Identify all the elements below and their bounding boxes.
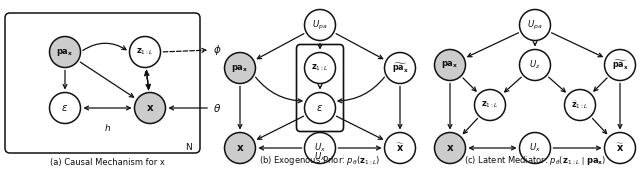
- Circle shape: [129, 37, 161, 67]
- Text: $U_{pa}$: $U_{pa}$: [312, 19, 328, 31]
- Circle shape: [385, 133, 415, 163]
- Circle shape: [225, 133, 255, 163]
- Circle shape: [605, 133, 636, 163]
- Text: $U_x$: $U_x$: [529, 142, 541, 154]
- Circle shape: [134, 93, 166, 124]
- Text: $U_z$: $U_z$: [529, 59, 541, 71]
- Text: N: N: [184, 143, 191, 152]
- Circle shape: [520, 133, 550, 163]
- Text: $U_{pa}$: $U_{pa}$: [527, 19, 543, 31]
- Text: $\epsilon$: $\epsilon$: [316, 103, 324, 113]
- Text: $\widetilde{\mathbf{pa}}_{\mathbf{x}}$: $\widetilde{\mathbf{pa}}_{\mathbf{x}}$: [612, 58, 628, 72]
- Text: (c) Latent Mediator: $p_{\theta}(\mathbf{z}_{1:L} \mid \mathbf{pa_x})$: (c) Latent Mediator: $p_{\theta}(\mathbf…: [464, 154, 606, 167]
- Circle shape: [385, 52, 415, 84]
- Circle shape: [605, 49, 636, 80]
- Circle shape: [305, 10, 335, 40]
- Text: $\theta$: $\theta$: [213, 102, 221, 114]
- Text: $\mathbf{pa_x}$: $\mathbf{pa_x}$: [56, 47, 74, 57]
- Text: $\widetilde{\mathbf{x}}$: $\widetilde{\mathbf{x}}$: [616, 142, 625, 154]
- Text: $\widetilde{\mathbf{x}}$: $\widetilde{\mathbf{x}}$: [396, 142, 404, 154]
- Circle shape: [305, 52, 335, 84]
- Text: $U_x$: $U_x$: [314, 151, 326, 163]
- Circle shape: [305, 133, 335, 163]
- Text: $\mathbf{x}$: $\mathbf{x}$: [236, 143, 244, 153]
- Text: $h$: $h$: [104, 122, 111, 133]
- Circle shape: [520, 10, 550, 40]
- Text: $\mathbf{x}$: $\mathbf{x}$: [445, 143, 454, 153]
- Text: $\mathbf{pa_x}$: $\mathbf{pa_x}$: [442, 60, 459, 71]
- Circle shape: [520, 49, 550, 80]
- Circle shape: [435, 49, 465, 80]
- Text: (a) Causal Mechanism for x: (a) Causal Mechanism for x: [49, 158, 164, 167]
- Circle shape: [225, 52, 255, 84]
- Text: $\mathbf{x}$: $\mathbf{x}$: [146, 103, 154, 113]
- Circle shape: [49, 93, 81, 124]
- Circle shape: [474, 89, 506, 121]
- Text: $\phi$: $\phi$: [213, 43, 221, 57]
- Text: $\mathbf{z}_{1:L}$: $\mathbf{z}_{1:L}$: [311, 63, 329, 73]
- Text: $\epsilon$: $\epsilon$: [61, 103, 68, 113]
- Text: (b) Exogenous Prior: $p_{\theta}(\mathbf{z}_{1:L})$: (b) Exogenous Prior: $p_{\theta}(\mathbf…: [259, 154, 381, 167]
- Text: $\widetilde{\mathbf{pa}}_{\mathbf{x}}$: $\widetilde{\mathbf{pa}}_{\mathbf{x}}$: [392, 61, 408, 75]
- Circle shape: [564, 89, 595, 121]
- Circle shape: [435, 133, 465, 163]
- Circle shape: [49, 37, 81, 67]
- Circle shape: [305, 93, 335, 124]
- Text: $\mathbf{pa_x}$: $\mathbf{pa_x}$: [231, 62, 249, 74]
- Text: $\mathbf{z}_{1:L}$: $\mathbf{z}_{1:L}$: [136, 47, 154, 57]
- Text: $\mathbf{z}_{1:L}$: $\mathbf{z}_{1:L}$: [481, 100, 499, 110]
- Text: $\widetilde{\mathbf{z}}_{1:L}$: $\widetilde{\mathbf{z}}_{1:L}$: [572, 99, 589, 111]
- Text: $U_x$: $U_x$: [314, 142, 326, 154]
